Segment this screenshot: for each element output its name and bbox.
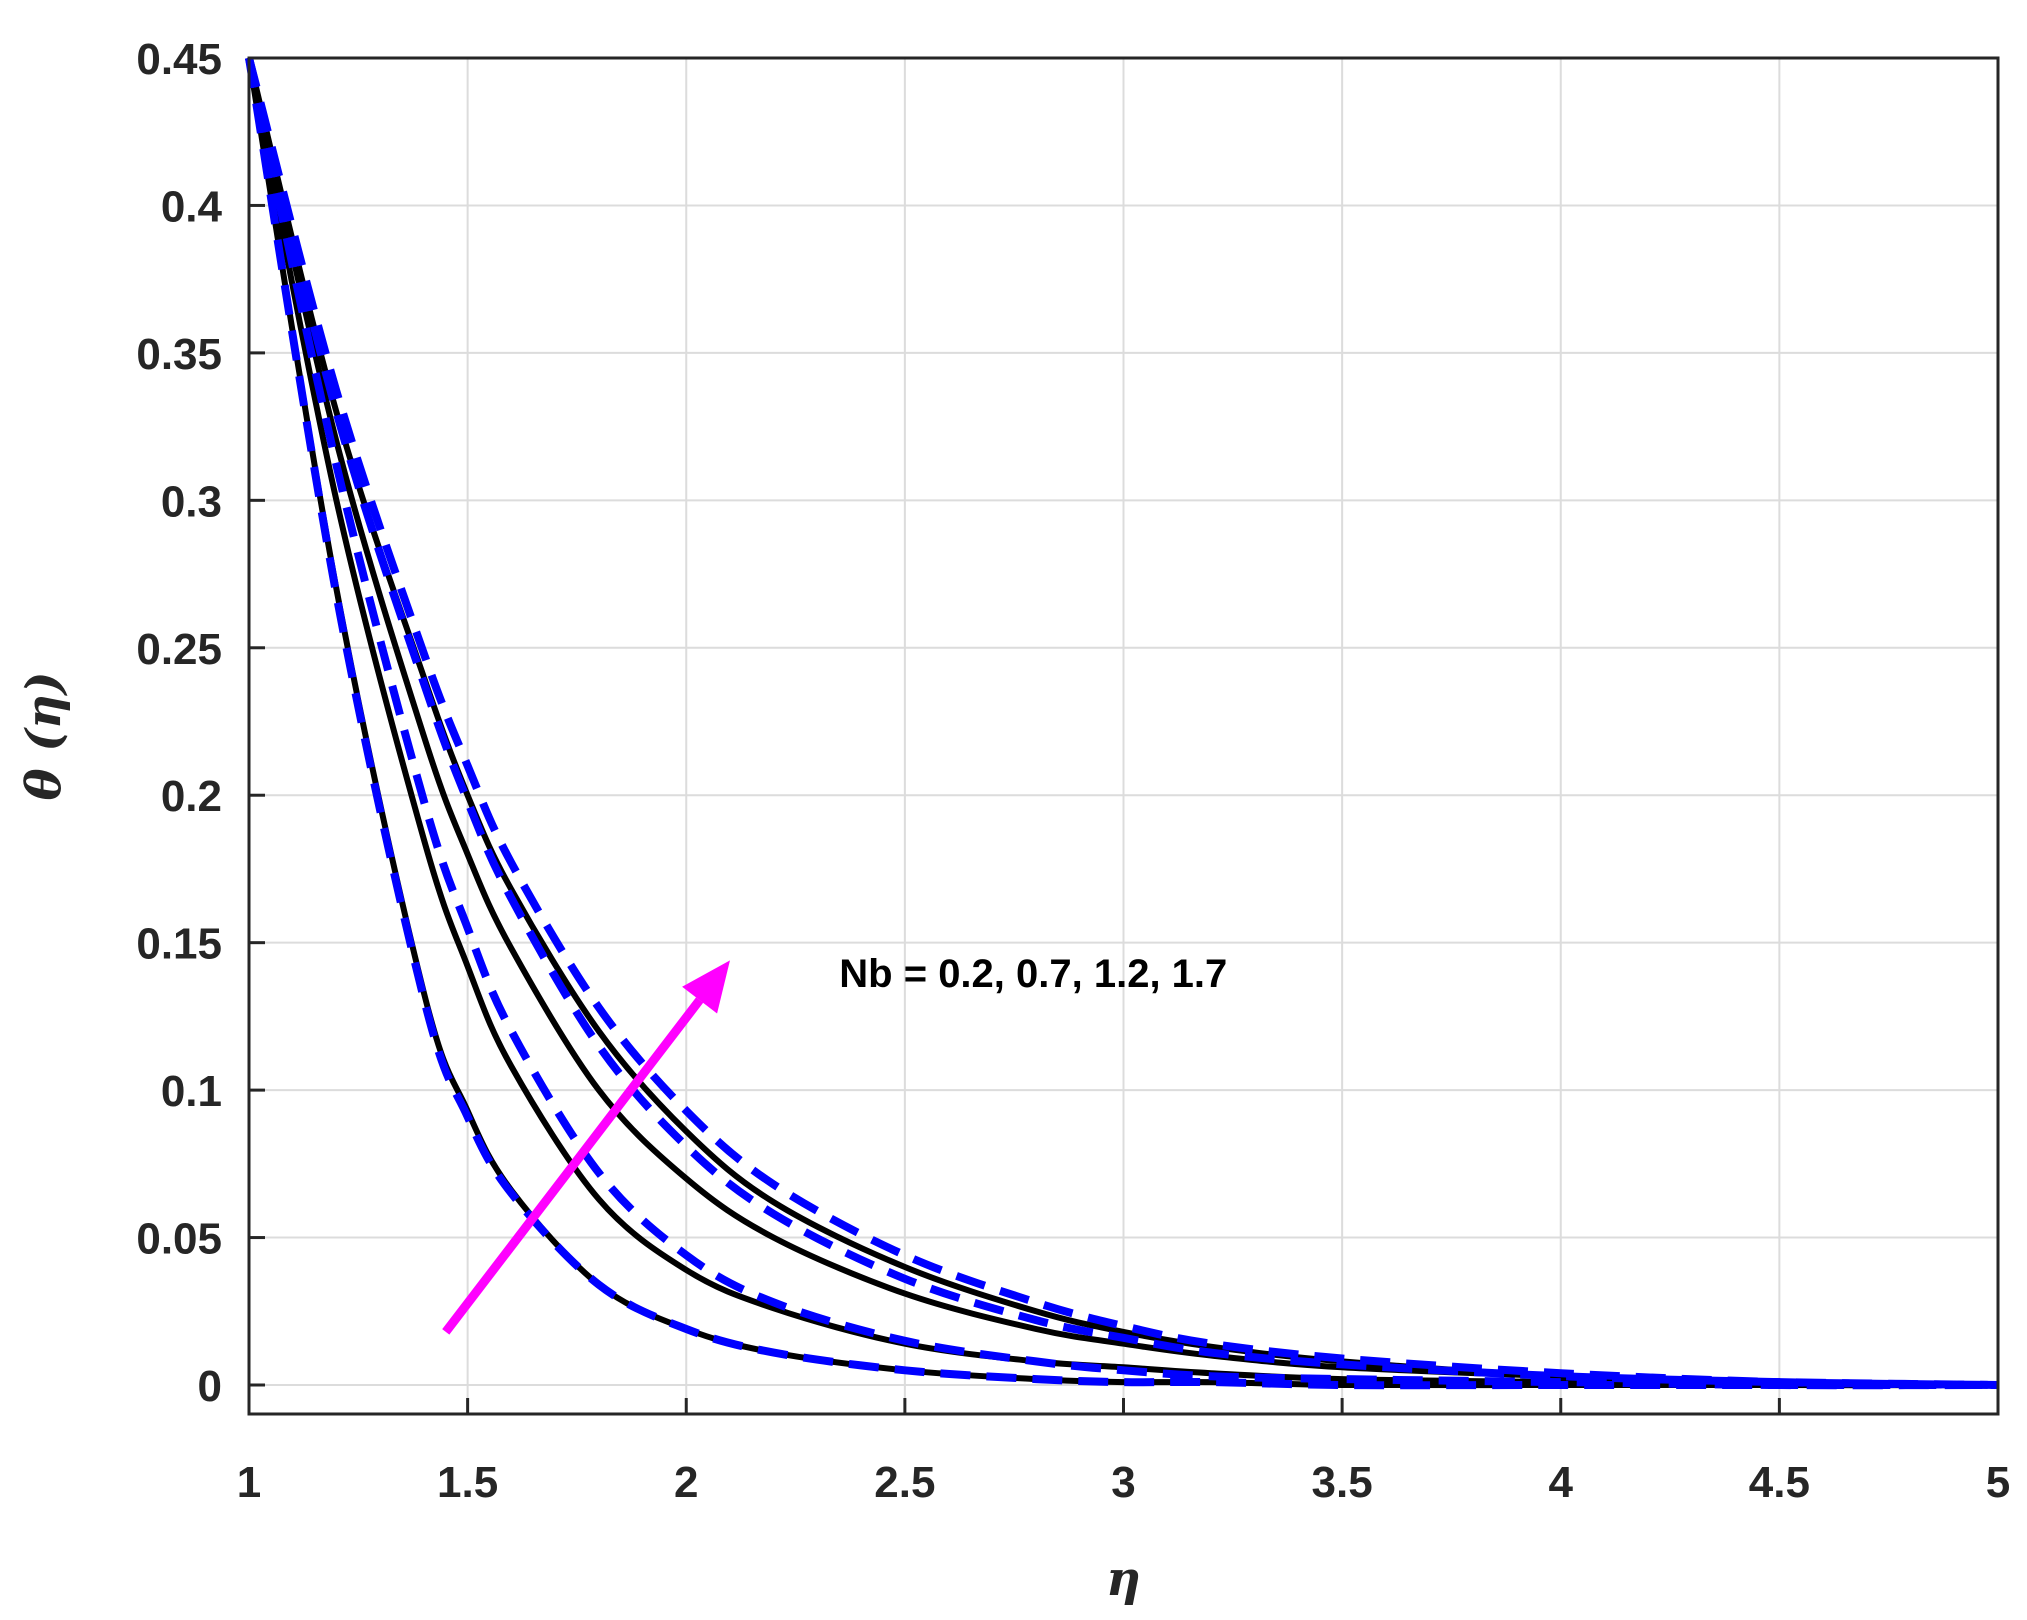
axes xyxy=(247,56,2000,1416)
dashed-series-line-8 xyxy=(245,56,1999,1389)
x-axis-label: η xyxy=(1106,1551,1141,1607)
annotation: Nb = 0.2, 0.7, 1.2, 1.7 xyxy=(442,952,1227,1335)
annotation-arrow xyxy=(442,997,704,1335)
series-layer xyxy=(245,56,1999,1390)
x-tick-label: 4 xyxy=(1549,1458,1574,1507)
x-tick-label: 1.5 xyxy=(437,1458,498,1507)
x-tick-label: 3.5 xyxy=(1312,1458,1373,1507)
y-tick-label: 0.35 xyxy=(136,330,222,379)
x-tick-label: 2 xyxy=(674,1458,698,1507)
dashed-series-line-6 xyxy=(245,57,1999,1390)
x-tick-label: 2.5 xyxy=(874,1458,935,1507)
y-tick-label: 0.15 xyxy=(136,920,222,969)
y-tick-label: 0.25 xyxy=(136,625,222,674)
tick-labels: 1 1.5 2 2.5 3 3.5 4 4.5 5 0 0.05 0.1 0.15 0.2 0.25 0.3 0… xyxy=(136,35,2010,1507)
y-tick-label: 0.3 xyxy=(161,477,222,526)
y-tick-label: 0.05 xyxy=(136,1215,222,1264)
annotation-arrowhead xyxy=(682,960,730,1014)
y-axis-label: θ (η) xyxy=(16,671,72,800)
y-tick-label: 0 xyxy=(198,1362,222,1411)
y-tick-label: 0.2 xyxy=(161,772,222,821)
x-tick-label: 5 xyxy=(1986,1458,2010,1507)
x-tick-label: 3 xyxy=(1111,1458,1135,1507)
annotation-label: Nb = 0.2, 0.7, 1.2, 1.7 xyxy=(839,952,1227,996)
y-tick-label: 0.4 xyxy=(161,182,223,231)
dashed-series-line-7 xyxy=(245,57,1999,1389)
y-tick-label: 0.1 xyxy=(161,1067,222,1116)
x-tick-label: 4.5 xyxy=(1749,1458,1810,1507)
y-tick-label: 0.45 xyxy=(136,35,222,84)
x-tick-label: 1 xyxy=(237,1458,261,1507)
